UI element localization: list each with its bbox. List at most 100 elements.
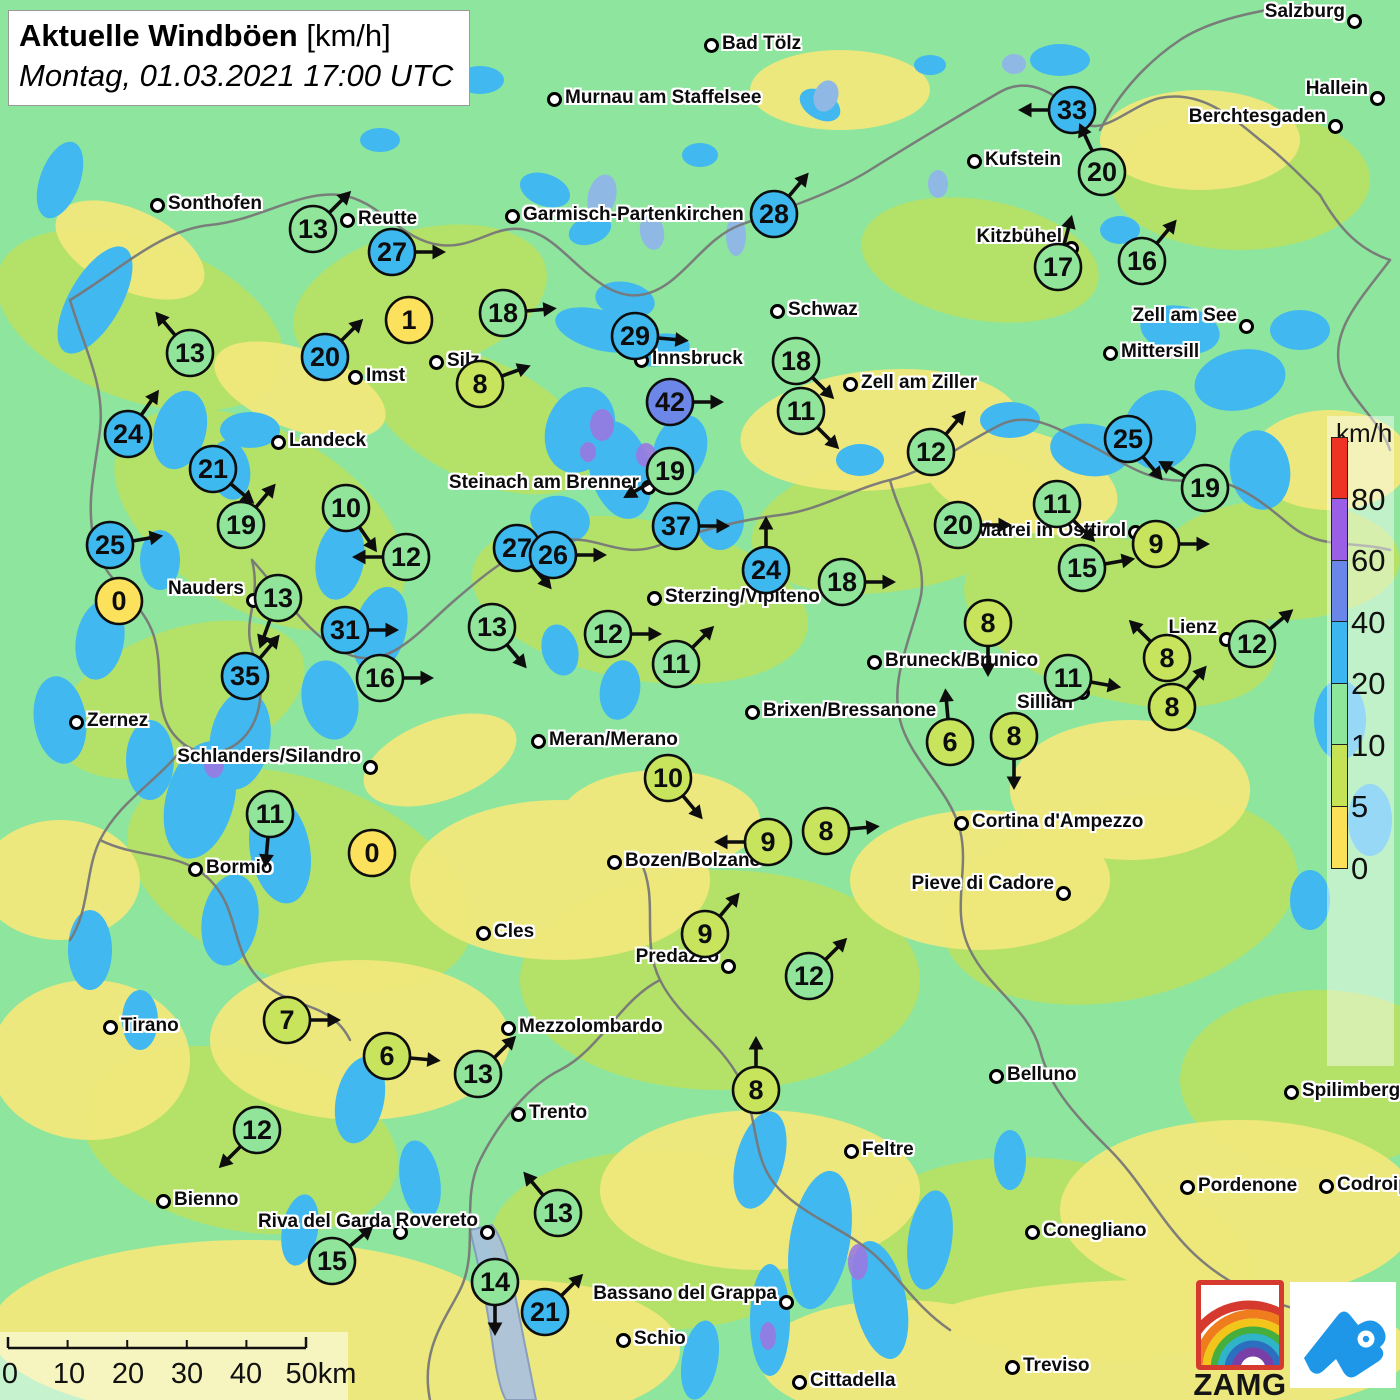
svg-text:8: 8 <box>472 369 487 399</box>
svg-text:12: 12 <box>916 437 946 467</box>
svg-text:27: 27 <box>502 533 532 563</box>
place-marker-dot <box>779 1295 794 1310</box>
wind-gust-marker: 18 <box>478 288 557 338</box>
wind-direction-arrow-icon <box>1141 455 1163 481</box>
place-label: Bad Tölz <box>722 33 802 54</box>
wind-gust-marker: 31 <box>320 605 399 655</box>
place-marker-dot <box>1239 319 1254 334</box>
map-datetime: Montag, 01.03.2021 17:00 UTC <box>19 58 454 93</box>
wind-direction-arrow-icon <box>693 394 724 410</box>
legend-color-band <box>1331 498 1348 561</box>
map-title-box: Aktuelle Windböen [km/h] Montag, 01.03.2… <box>8 10 471 106</box>
wind-gust-marker: 12 <box>784 937 848 1001</box>
wind-direction-arrow-icon <box>787 172 809 198</box>
place-marker-dot <box>989 1069 1004 1084</box>
wind-direction-arrow-icon <box>980 646 996 677</box>
place-marker-dot <box>363 760 378 775</box>
place-label: Treviso <box>1023 1355 1090 1376</box>
legend-color-band <box>1331 559 1348 623</box>
place-marker-dot <box>616 1333 631 1348</box>
place-label: Bormio <box>206 857 273 878</box>
wind-direction-arrow-icon <box>848 820 880 835</box>
place-marker-dot <box>511 1107 526 1122</box>
wind-gust-marker: 11 <box>776 386 840 450</box>
place-label: Landeck <box>289 430 367 451</box>
place-label: Steinach am Brenner <box>448 472 639 493</box>
wind-gust-marker: 19 <box>623 446 695 498</box>
legend-tick-label: 20 <box>1351 666 1386 701</box>
legend: km/h 80 60 40 20 10 5 0 <box>1327 416 1394 1066</box>
place-label: Tirano <box>121 1015 179 1036</box>
wind-gust-marker: 27 <box>492 523 552 590</box>
place-marker-dot <box>1025 1225 1040 1240</box>
wind-gust-marker: 13 <box>467 602 527 669</box>
svg-text:7: 7 <box>279 1005 294 1035</box>
svg-text:6: 6 <box>942 727 957 757</box>
wind-gust-marker: 24 <box>741 516 791 595</box>
svg-text:25: 25 <box>95 530 125 560</box>
wind-direction-arrow-icon <box>415 244 446 260</box>
wind-gust-marker: 0 <box>94 576 144 626</box>
place-marker-dot <box>150 198 165 213</box>
zamg-logo-text: ZAMG <box>1193 1367 1287 1400</box>
wind-direction-arrow-icon <box>657 332 689 347</box>
svg-text:11: 11 <box>1043 489 1072 519</box>
wind-gust-marker: 9 <box>714 817 793 867</box>
svg-text:15: 15 <box>1067 553 1097 583</box>
wind-gust-marker: 0 <box>347 828 397 878</box>
wind-gust-marker: 12 <box>906 410 966 477</box>
wind-direction-arrow-icon <box>1104 553 1136 569</box>
place-label: Pieve di Cadore <box>911 873 1054 894</box>
svg-text:0: 0 <box>364 838 379 868</box>
place-label: Codroipo <box>1337 1174 1400 1195</box>
place-marker-dot <box>954 816 969 831</box>
legend-color-band <box>1331 744 1348 807</box>
place-marker-dot <box>188 862 203 877</box>
svg-text:28: 28 <box>759 199 789 229</box>
place-marker-dot <box>429 355 444 370</box>
wind-direction-arrow-icon <box>487 1305 503 1336</box>
wind-direction-arrow-icon <box>525 302 557 317</box>
scale-distance-label: 0 <box>1 1358 19 1390</box>
svg-text:1: 1 <box>401 305 416 335</box>
wind-direction-arrow-icon <box>718 892 740 918</box>
wind-gust-marker: 13 <box>453 1035 517 1099</box>
wind-gust-marker: 13 <box>288 190 352 254</box>
wind-direction-arrow-icon <box>258 634 280 660</box>
place-label: Riva del Garda <box>257 1211 391 1232</box>
wind-direction-arrow-icon <box>505 643 527 669</box>
place-marker-dot <box>1180 1180 1195 1195</box>
place-label: Imst <box>366 365 406 386</box>
wind-direction-arrow-icon <box>139 389 159 417</box>
svg-text:29: 29 <box>620 321 650 351</box>
svg-text:13: 13 <box>463 1059 493 1089</box>
place-label: Rovereto <box>395 1210 478 1231</box>
wind-gust-marker: 21 <box>520 1273 584 1337</box>
wind-direction-arrow-icon <box>257 618 272 649</box>
place-label: Mezzolombardo <box>519 1016 663 1037</box>
place-marker-dot <box>792 1375 807 1390</box>
wind-direction-arrow-icon <box>259 836 274 868</box>
wind-direction-arrow-icon <box>815 425 840 450</box>
wind-gust-marker: 33 <box>1018 85 1097 135</box>
wind-direction-arrow-icon <box>939 688 954 720</box>
place-label: Hallein <box>1305 78 1368 99</box>
svg-text:18: 18 <box>827 567 857 597</box>
svg-text:11: 11 <box>256 799 285 829</box>
wind-direction-arrow-icon <box>1071 518 1096 543</box>
wind-gust-marker: 17 <box>1033 214 1083 292</box>
place-label: Cortina d'Ampezzo <box>972 811 1144 832</box>
wind-direction-arrow-icon <box>1061 214 1076 246</box>
svg-text:20: 20 <box>1087 157 1117 187</box>
map-title-units: [km/h] <box>297 18 391 53</box>
wind-direction-arrow-icon <box>1155 219 1177 245</box>
place-label: Kufstein <box>985 149 1061 170</box>
wind-direction-arrow-icon <box>1179 536 1210 552</box>
wind-gust-marker: 6 <box>362 1031 441 1081</box>
place-marker-dot <box>1319 1179 1334 1194</box>
wind-gust-marker: 8 <box>1128 619 1192 683</box>
place-label: Belluno <box>1007 1064 1077 1085</box>
wind-direction-arrow-icon <box>492 1035 517 1060</box>
place-marker-dot <box>505 209 520 224</box>
